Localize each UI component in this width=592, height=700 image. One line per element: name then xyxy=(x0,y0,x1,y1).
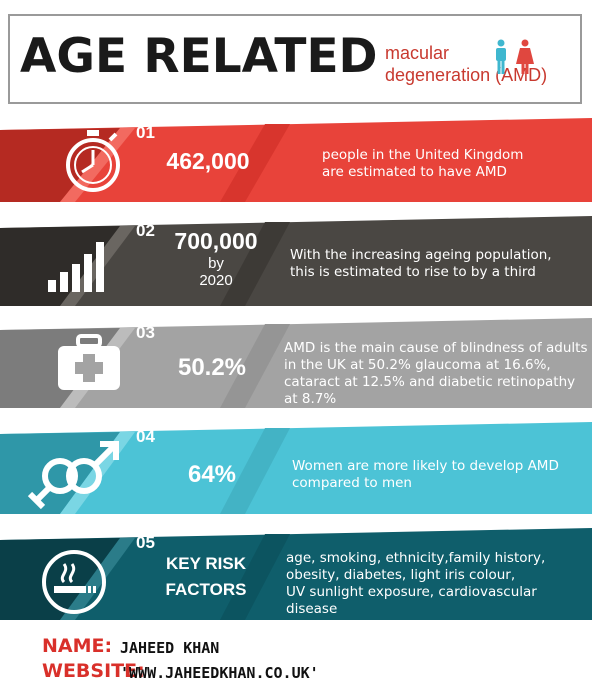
fact-number: 05 xyxy=(136,533,155,552)
fact-stat: 462,000 xyxy=(166,148,250,174)
bar-chart-icon xyxy=(48,242,104,292)
stopwatch-icon xyxy=(66,130,120,192)
description-line: this is estimated to rise to by a third xyxy=(290,264,536,280)
website-link[interactable]: 'WWW.JAHEEDKHAN.CO.UK' xyxy=(120,664,319,682)
fact-band-05: 05 KEY RISK FACTORS age, smoking, ethnic… xyxy=(0,528,592,620)
page-subtitle: macular degeneration (AMD) xyxy=(385,42,547,86)
fact-stat: 700,000 xyxy=(174,228,258,254)
fact-stat: 64% xyxy=(187,461,237,488)
fact-description: AMD is the main cause of blindness of ad… xyxy=(284,340,588,408)
description-line: With the increasing ageing population, xyxy=(290,247,552,263)
fact-stat-line-2: FACTORS xyxy=(165,580,247,599)
fact-stat-block: 700,000 by 2020 xyxy=(162,228,270,289)
description-line: are estimated to have AMD xyxy=(322,164,507,180)
description-line: Women are more likely to develop AMD xyxy=(292,458,559,474)
band-background xyxy=(0,528,592,620)
description-line: UV sunlight exposure, cardiovascular xyxy=(286,584,537,600)
smoking-icon xyxy=(42,550,106,614)
fact-band-03: 03 50.2% AMD is the main cause of blindn… xyxy=(0,318,592,408)
website-label: WEBSITE: xyxy=(42,660,145,682)
fact-band-02: 02 700,000 by 2020 With the increasing a… xyxy=(0,216,592,306)
fact-description: people in the United Kingdom are estimat… xyxy=(322,147,523,181)
fact-number: 03 xyxy=(136,323,155,342)
subtitle-line-1: macular xyxy=(385,43,450,63)
page-title: AGE RELATED xyxy=(20,29,378,84)
fact-stat-line-3: 2020 xyxy=(199,272,233,289)
medical-kit-icon xyxy=(58,334,120,390)
description-line: compared to men xyxy=(292,475,412,491)
description-line: age, smoking, ethnicity,family history, xyxy=(286,550,546,566)
description-line: obesity, diabetes, light iris colour, xyxy=(286,567,516,583)
fact-number: 01 xyxy=(136,123,155,142)
name-label: NAME: xyxy=(42,635,113,657)
title-box: AGE RELATED macular degeneration (AMD) xyxy=(8,14,582,104)
description-line: in the UK at 50.2% glaucoma at 16.6%, xyxy=(284,357,551,373)
fact-stat: 50.2% xyxy=(177,354,247,381)
description-line: AMD is the main cause of blindness of ad… xyxy=(284,340,588,356)
band-background xyxy=(0,118,592,202)
subtitle-line-2: degeneration (AMD) xyxy=(385,65,548,85)
fact-stat: KEY RISK xyxy=(166,554,246,573)
gender-symbol-icon xyxy=(27,441,119,510)
description-line: cataract at 12.5% and diabetic retinopat… xyxy=(284,374,576,390)
name-value: JAHEED KHAN xyxy=(120,639,220,657)
band-background xyxy=(0,216,592,306)
fact-description: age, smoking, ethnicity,family history, … xyxy=(286,550,545,618)
fact-number: 04 xyxy=(136,427,155,446)
fact-number: 02 xyxy=(136,221,155,240)
fact-stat-block: KEY RISK FACTORS xyxy=(156,551,256,603)
man-woman-icon xyxy=(496,39,534,74)
description-line: at 8.7% xyxy=(284,391,337,407)
description-line: people in the United Kingdom xyxy=(322,147,524,163)
fact-band-04: 04 64% Women are more likely to develop … xyxy=(0,422,592,514)
fact-band-01: 01 462,000 people in the United Kingdom … xyxy=(0,118,592,208)
fact-stat-line-2: by xyxy=(208,255,224,272)
description-line: disease xyxy=(286,601,338,617)
fact-description: Women are more likely to develop AMD com… xyxy=(292,458,559,492)
fact-description: With the increasing ageing population, t… xyxy=(290,247,552,281)
